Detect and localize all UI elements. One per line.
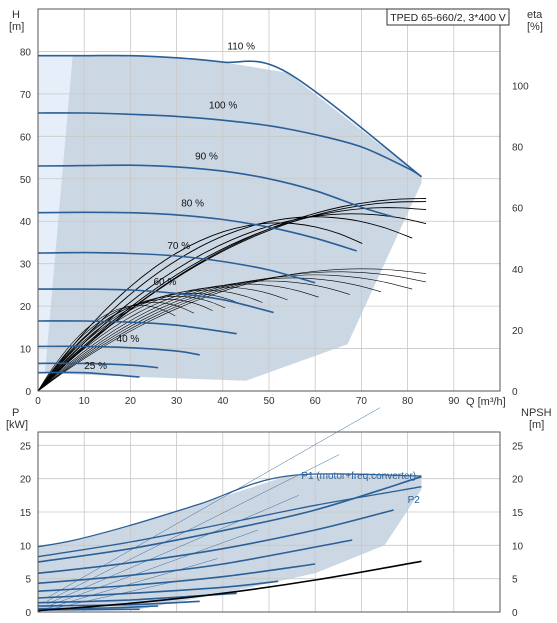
power-curve (37, 509, 394, 575)
power-curve-label: P1 (motor+freq.converter) (301, 471, 416, 482)
power-range-area (38, 476, 422, 610)
h-tick-label: 50 (20, 175, 32, 186)
x-tick-label: 70 (356, 396, 368, 407)
npsh-tick-label: 15 (512, 508, 524, 519)
speed-label: 100 % (209, 101, 237, 112)
npsh-axis-label-line2: [m] (529, 419, 544, 431)
h-tick-label: 70 (20, 90, 32, 101)
power-curve (37, 605, 159, 610)
head-curve (37, 211, 358, 252)
efficiency-curve (37, 286, 288, 392)
x-tick-label: 50 (263, 396, 275, 407)
eta-tick-label: 0 (512, 387, 518, 398)
power-curve (37, 475, 422, 563)
x-tick-label: 10 (79, 396, 91, 407)
efficiency-curve (37, 213, 427, 392)
efficiency-curve (37, 305, 176, 392)
head-curve (37, 164, 394, 218)
p-axis-label-line2: [kW] (6, 419, 28, 431)
h-tick-label: 80 (20, 47, 32, 58)
x-tick-label: 30 (171, 396, 183, 407)
p-tick-label: 0 (25, 608, 31, 619)
p-axis-label-line1: P (12, 407, 19, 419)
efficiency-curve (37, 292, 244, 392)
efficiency-curve (37, 198, 427, 392)
head-curve (37, 112, 422, 178)
h-tick-label: 10 (20, 345, 32, 356)
x-tick-label: 20 (125, 396, 137, 407)
h-tick-label: 30 (20, 260, 32, 271)
speed-label: 110 % (227, 41, 255, 52)
head-curve (37, 288, 274, 314)
p-tick-label: 20 (20, 475, 32, 486)
p-tick-label: 25 (20, 441, 32, 452)
p-tick-label: 15 (20, 508, 32, 519)
speed-label: 70 % (167, 241, 190, 252)
x-tick-label: 60 (310, 396, 322, 407)
npsh-tick-label: 5 (512, 575, 518, 586)
eta-tick-label: 60 (512, 204, 524, 215)
power-thin-curve (47, 558, 218, 609)
npsh-tick-label: 10 (512, 541, 524, 552)
npsh-tick-label: 20 (512, 475, 524, 486)
eta-axis-label-line2: [%] (527, 21, 543, 33)
h-tick-label: 60 (20, 132, 32, 143)
x-tick-label: 0 (35, 396, 41, 407)
power-curve (37, 560, 422, 612)
eta-tick-label: 20 (512, 326, 524, 337)
plot-frame-h (37, 8, 501, 392)
efficiency-curve (37, 222, 363, 392)
speed-label: 25 % (84, 361, 107, 372)
head-curve (37, 362, 159, 369)
speed-label: 80 % (181, 198, 204, 209)
q-axis-label: Q [m³/h] (466, 396, 506, 408)
efficiency-curve (37, 216, 413, 392)
efficiency-curve (37, 280, 350, 392)
efficiency-curve (37, 283, 319, 392)
h-axis-label-line1: H (12, 9, 20, 21)
efficiency-curve (37, 302, 195, 392)
power-curve-label: P2 (408, 495, 421, 506)
power-curve (37, 600, 200, 607)
power-curve (37, 580, 279, 599)
power-curve (37, 539, 353, 585)
chart-title: TPED 65-660/2, 3*400 V (390, 12, 506, 24)
power-thin-curve (47, 495, 299, 605)
power-thin-curve (47, 454, 340, 602)
x-tick-label: 90 (448, 396, 460, 407)
min-flow-strip (38, 55, 73, 373)
head-curve (37, 251, 316, 284)
eta-axis-label-line1: eta (527, 9, 543, 21)
head-curve (37, 345, 200, 356)
npsh-tick-label: 0 (512, 608, 518, 619)
speed-label: 40 % (117, 334, 140, 345)
power-thin-curve (47, 529, 258, 607)
h-tick-label: 40 (20, 217, 32, 228)
plot-frame-p (37, 431, 501, 613)
h-axis-label-line2: [m] (9, 21, 24, 33)
power-curve (37, 473, 422, 548)
efficiency-curve (37, 207, 427, 392)
h-tick-label: 20 (20, 302, 32, 313)
eta-tick-label: 100 (512, 81, 529, 92)
efficiency-curve (37, 268, 427, 392)
h-tick-label: 0 (25, 387, 31, 398)
power-curve (37, 563, 316, 593)
head-curve (37, 320, 237, 335)
eta-tick-label: 80 (512, 143, 524, 154)
npsh-tick-label: 25 (512, 441, 524, 452)
p-tick-label: 10 (20, 541, 32, 552)
head-curve (38, 54, 422, 178)
efficiency-curve (37, 274, 413, 392)
x-tick-label: 80 (402, 396, 414, 407)
chart-title-box (386, 8, 510, 26)
speed-label: 90 % (195, 152, 218, 163)
p-tick-label: 5 (25, 575, 31, 586)
eta-tick-label: 40 (512, 265, 524, 276)
x-tick-label: 40 (217, 396, 229, 407)
speed-label: 60 % (154, 277, 177, 288)
npsh-axis-label-line1: NPSH (521, 407, 552, 419)
head-curve (37, 371, 140, 378)
